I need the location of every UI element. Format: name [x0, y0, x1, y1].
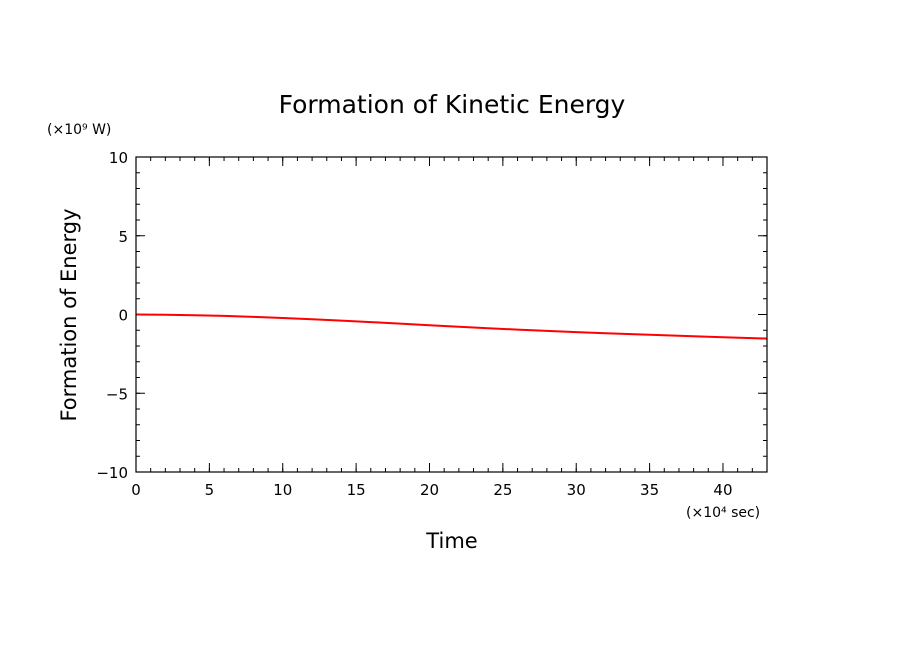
axis-ticks [135, 156, 768, 473]
x-unit-label: (×10⁴ sec) [686, 505, 760, 521]
x-tick-label: 35 [640, 481, 659, 499]
x-tick-label: 30 [567, 481, 586, 499]
x-axis-label: Time [425, 529, 477, 553]
y-tick-label: −10 [96, 464, 128, 482]
x-tick-label: 10 [273, 481, 292, 499]
plot-frame [135, 156, 768, 473]
x-tick-label: 15 [347, 481, 366, 499]
x-tick-label: 0 [131, 481, 141, 499]
y-tick-label: −5 [106, 385, 128, 403]
chart-title: Formation of Kinetic Energy [279, 90, 626, 119]
y-axis-label: Formation of Energy [57, 208, 81, 421]
y-tick-label: 5 [118, 228, 128, 246]
y-unit-label: (×10⁹ W) [47, 122, 111, 138]
y-tick-label: 10 [109, 149, 128, 167]
series-layer [135, 313, 768, 340]
x-tick-label: 5 [205, 481, 215, 499]
series-line [135, 313, 768, 340]
tick-labels: 0 5 10 15 20 25 30 35 40 −10 −5 0 5 10 [96, 149, 732, 499]
x-tick-label: 20 [420, 481, 439, 499]
x-tick-label: 25 [493, 481, 512, 499]
y-tick-label: 0 [118, 307, 128, 325]
x-tick-label: 40 [713, 481, 732, 499]
